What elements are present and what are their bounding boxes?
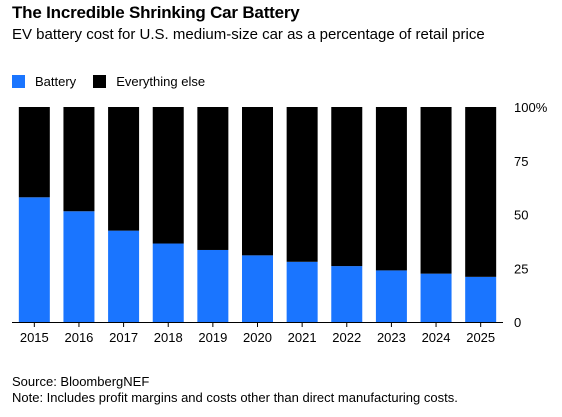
bar-everything-else-2015 <box>18 107 50 198</box>
bar-everything-else-2024 <box>420 107 452 274</box>
bar-battery-2016 <box>63 211 95 322</box>
bar-battery-2024 <box>420 273 452 323</box>
y-tick-label-100: 100% <box>514 100 548 115</box>
bar-battery-2018 <box>152 243 184 322</box>
x-tick-label-2024: 2024 <box>422 330 451 345</box>
bar-battery-2023 <box>375 270 407 322</box>
x-tick-label-2016: 2016 <box>64 330 93 345</box>
footnote: Note: Includes profit margins and costs … <box>12 390 458 405</box>
bar-everything-else-2017 <box>108 107 140 231</box>
bar-everything-else-2021 <box>286 107 318 262</box>
bar-battery-2021 <box>286 261 318 322</box>
bar-battery-2017 <box>108 230 140 323</box>
legend: Battery Everything else <box>12 73 222 89</box>
legend-swatch-everything-else <box>93 74 107 88</box>
legend-swatch-battery <box>12 74 25 88</box>
bar-everything-else-2023 <box>375 107 407 271</box>
x-tick-label-2023: 2023 <box>377 330 406 345</box>
x-tick-label-2017: 2017 <box>109 330 138 345</box>
bar-battery-2015 <box>18 197 50 322</box>
y-tick-label-25: 25 <box>514 261 528 276</box>
chart-title: The Incredible Shrinking Car Battery <box>12 3 300 22</box>
legend-label-everything-else: Everything else <box>116 73 206 89</box>
legend-label-battery: Battery <box>35 73 77 89</box>
legend-item-battery: Battery <box>12 74 76 89</box>
x-tick-label-2018: 2018 <box>154 330 183 345</box>
x-tick-label-2021: 2021 <box>288 330 317 345</box>
x-tick-label-2020: 2020 <box>243 330 272 345</box>
chart-subtitle: EV battery cost for U.S. medium-size car… <box>12 26 485 43</box>
bar-battery-2019 <box>197 249 229 322</box>
x-tick-label-2015: 2015 <box>20 330 49 345</box>
bar-battery-2022 <box>331 266 363 322</box>
source-note: Source: BloombergNEF <box>12 374 150 389</box>
y-tick-label-75: 75 <box>514 154 528 169</box>
legend-item-everything-else: Everything else <box>93 74 205 89</box>
bar-battery-2025 <box>465 276 497 322</box>
x-tick-label-2022: 2022 <box>332 330 361 345</box>
y-tick-label-50: 50 <box>514 208 528 223</box>
bar-everything-else-2022 <box>331 107 363 267</box>
bar-everything-else-2018 <box>152 107 184 244</box>
y-tick-label-0: 0 <box>514 315 521 330</box>
bar-everything-else-2016 <box>63 107 95 212</box>
bar-everything-else-2020 <box>242 107 273 256</box>
bar-everything-else-2019 <box>197 107 229 250</box>
x-tick-label-2025: 2025 <box>466 330 495 345</box>
bar-battery-2020 <box>242 255 273 322</box>
x-tick-label-2019: 2019 <box>198 330 227 345</box>
bar-everything-else-2025 <box>465 107 497 277</box>
